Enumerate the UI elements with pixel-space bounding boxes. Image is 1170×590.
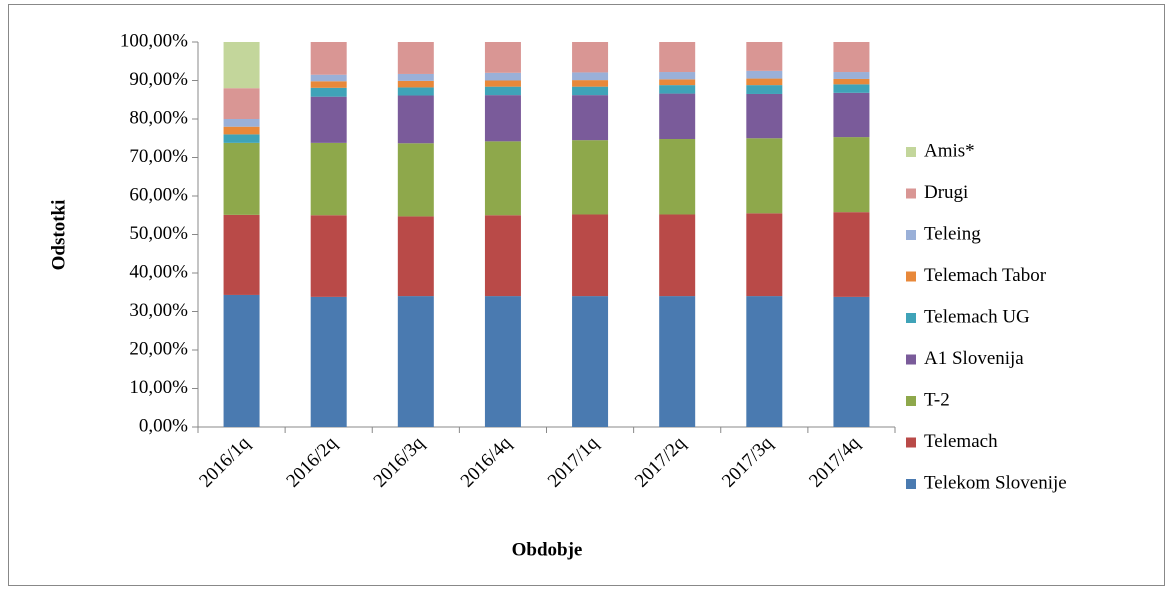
bar-segment [659,42,696,73]
bar-segment [659,139,696,215]
y-tick-label: 0,00% [139,415,188,436]
legend-swatch [906,147,916,157]
bar-segment [833,212,870,297]
legend-label: Drugi [924,182,968,203]
bar-segment [223,42,260,89]
y-tick-label: 50,00% [129,223,188,244]
bar-segment [833,92,870,138]
bar-segment [659,296,696,427]
bar-segment [397,80,434,88]
bar-segment [484,86,521,96]
bar-segment [484,42,521,73]
legend-label: Telekom Slovenije [924,472,1067,493]
legend-swatch [906,230,916,240]
bar-segment [572,140,609,215]
bar-segment [572,86,609,96]
bar-segment [310,296,347,427]
bar-segment [572,296,609,427]
legend-label: Teleing [924,223,981,244]
y-axis-title: Odstotki [48,200,69,271]
bar-segment [659,93,696,140]
bar-segment [572,95,609,141]
legend-label: A1 Slovenija [924,348,1024,369]
legend-swatch [906,396,916,406]
legend-label: Telemach UG [924,306,1030,327]
bar-segment [659,214,696,297]
bar-segment [484,95,521,142]
bar-segment [310,142,347,216]
bar-segment [659,72,696,80]
bar-segment [746,85,783,94]
bar-segment [310,215,347,297]
bar-segment [397,95,434,144]
bar-segment [397,216,434,297]
legend-label: Telemach [924,431,998,452]
y-tick-label: 90,00% [129,69,188,90]
legend-label: Amis* [924,140,975,161]
bar-segment [659,79,696,86]
bar-segment [746,138,783,214]
bar-segment [833,296,870,427]
bar-segment [746,70,783,79]
bar-segment [484,80,521,87]
bar-segment [746,213,783,297]
y-tick-label: 60,00% [129,184,188,205]
bar-segment [484,215,521,297]
legend-swatch [906,354,916,365]
bar-segment [659,85,696,94]
legend-swatch [906,313,916,323]
y-tick-label: 20,00% [129,338,188,359]
legend-swatch [906,188,916,199]
bar-segment [746,78,783,86]
bar-segment [397,296,434,427]
bar-segment [310,96,347,143]
bar-segment [223,126,260,135]
bar-segment [223,119,260,127]
bar-segment [484,72,521,81]
bar-segment [572,72,609,81]
bar-segment [833,72,870,79]
legend-swatch [906,479,916,489]
y-tick-label: 30,00% [129,300,188,321]
bar-segment [397,143,434,217]
y-tick-label: 40,00% [129,261,188,282]
bar-segment [746,296,783,427]
bar-segment [833,137,870,213]
bar-segment [223,214,260,295]
legend-swatch [906,271,916,282]
bar-segment [310,81,347,88]
bar-segment [484,296,521,427]
bar-segment [484,141,521,216]
bar-segment [833,78,870,85]
bar-segment [397,87,434,96]
bar-segment [310,42,347,75]
bar-segment [310,74,347,82]
bar-segment [397,42,434,74]
y-tick-label: 80,00% [129,107,188,128]
bar-segment [833,84,870,93]
bar-segment [223,294,260,427]
legend-label: Telemach Tabor [924,265,1047,286]
y-tick-label: 70,00% [129,146,188,167]
bar-segment [746,42,783,71]
bar-segment [397,73,434,81]
bar-segment [310,87,347,97]
legend-label: T-2 [924,389,950,410]
x-axis-title: Obdobje [512,539,583,560]
bar-segment [572,42,609,73]
y-tick-label: 100,00% [120,30,188,51]
bar-segment [223,134,260,143]
bar-segment [572,80,609,87]
y-tick-label: 10,00% [129,377,188,398]
bar-segment [572,214,609,297]
legend-swatch [906,437,916,448]
bar-segment [223,88,260,119]
bar-segment [223,142,260,215]
bar-segment [833,42,870,73]
bar-segment [746,93,783,139]
